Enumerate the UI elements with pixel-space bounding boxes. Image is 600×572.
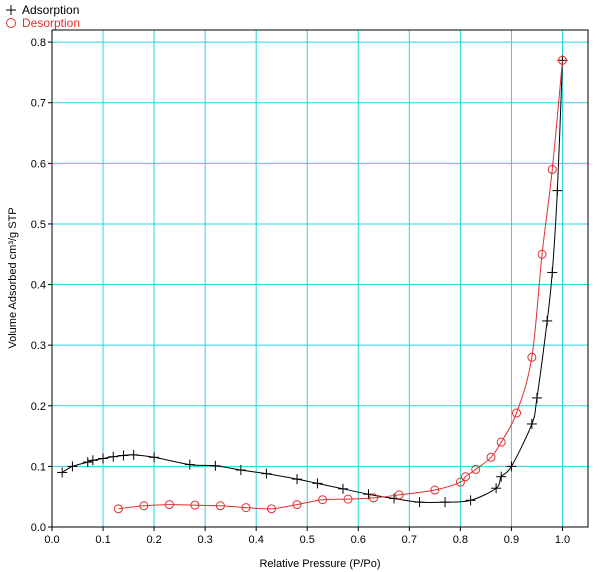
adsorption-point: [128, 449, 139, 460]
y-axis-ticks: 0.0 0.1 0.2 0.3 0.4 0.5 0.6 0.7 0.8: [31, 37, 52, 534]
adsorption-point: [440, 497, 451, 508]
desorption-point: [343, 494, 353, 504]
desorption-point: [496, 437, 506, 447]
desorption-point: [369, 493, 379, 503]
x-tick-label: 0.0: [44, 534, 59, 546]
desorption-point: [460, 472, 470, 482]
adsorption-point: [292, 474, 303, 485]
y-tick-label: 0.0: [31, 522, 46, 534]
adsorption-point: [82, 457, 93, 468]
adsorption-point: [108, 451, 119, 462]
x-tick-label: 0.8: [453, 534, 468, 546]
desorption-curve: [118, 60, 563, 510]
adsorption-point: [531, 392, 542, 403]
desorption-point: [527, 352, 537, 362]
y-tick-label: 0.1: [31, 461, 46, 473]
adsorption-point: [542, 315, 553, 326]
x-tick-label: 0.2: [146, 534, 161, 546]
x-tick-label: 0.7: [402, 534, 417, 546]
adsorption-point: [149, 452, 160, 463]
desorption-point: [512, 408, 522, 418]
desorption-point: [267, 504, 277, 514]
y-tick-label: 0.8: [31, 37, 46, 49]
desorption-point: [190, 500, 200, 510]
legend: Adsorption Desorption: [6, 3, 80, 30]
desorption-point: [164, 500, 174, 510]
y-tick-label: 0.5: [31, 219, 46, 231]
legend-marker-desorption: [6, 18, 16, 28]
y-tick-label: 0.7: [31, 98, 46, 110]
series-adsorption: [57, 55, 568, 508]
adsorption-point: [184, 459, 195, 470]
desorption-point: [557, 55, 567, 65]
adsorption-point: [67, 461, 78, 472]
x-tick-label: 0.9: [504, 534, 519, 546]
adsorption-point: [118, 450, 129, 461]
desorption-point: [547, 164, 557, 174]
desorption-point: [486, 452, 496, 462]
adsorption-point: [491, 483, 502, 494]
adsorption-point: [87, 455, 98, 466]
desorption-point: [537, 249, 547, 259]
adsorption-point: [547, 267, 558, 278]
adsorption-curve: [61, 60, 563, 503]
x-tick-label: 0.6: [351, 534, 366, 546]
desorption-point: [394, 490, 404, 500]
legend-label-desorption: Desorption: [22, 16, 80, 30]
legend-marker-adsorption: [6, 5, 16, 15]
desorption-point: [455, 477, 465, 487]
adsorption-point: [465, 495, 476, 506]
x-axis-label: Relative Pressure (P/Po): [259, 558, 380, 570]
adsorption-point: [337, 483, 348, 494]
adsorption-point: [552, 185, 563, 196]
adsorption-point: [57, 467, 68, 478]
desorption-point: [318, 495, 328, 505]
desorption-point: [292, 500, 302, 510]
desorption-point: [113, 504, 123, 514]
desorption-point: [139, 501, 149, 511]
legend-label-adsorption: Adsorption: [22, 3, 79, 17]
adsorption-point: [496, 471, 507, 482]
y-tick-label: 0.3: [31, 340, 46, 352]
desorption-point: [430, 485, 440, 495]
x-tick-label: 0.1: [95, 534, 110, 546]
desorption-point: [241, 503, 251, 513]
y-axis-label: Volume Adsorbed cm³/g STP: [7, 207, 19, 348]
grid-lines: [51, 30, 588, 528]
desorption-point: [215, 501, 225, 511]
adsorption-point: [235, 465, 246, 476]
x-tick-label: 1.0: [555, 534, 570, 546]
x-axis-ticks: 0.0 0.1 0.2 0.3 0.4 0.5 0.6 0.7 0.8 0.9 1.0: [44, 527, 570, 546]
adsorption-point: [506, 461, 517, 472]
adsorption-point: [312, 478, 323, 489]
y-tick-label: 0.4: [31, 280, 46, 292]
plot-area-frame: [51, 29, 589, 528]
y-tick-label: 0.6: [31, 158, 46, 170]
x-tick-label: 0.5: [300, 534, 315, 546]
adsorption-point: [261, 468, 272, 479]
x-tick-label: 0.3: [197, 534, 212, 546]
adsorption-point: [526, 418, 537, 429]
x-tick-label: 0.4: [249, 534, 264, 546]
adsorption-point: [210, 460, 221, 471]
adsorption-point: [98, 453, 109, 464]
series-desorption: [113, 55, 567, 514]
y-tick-label: 0.2: [31, 401, 46, 413]
desorption-point: [471, 464, 481, 474]
adsorption-point: [414, 497, 425, 508]
